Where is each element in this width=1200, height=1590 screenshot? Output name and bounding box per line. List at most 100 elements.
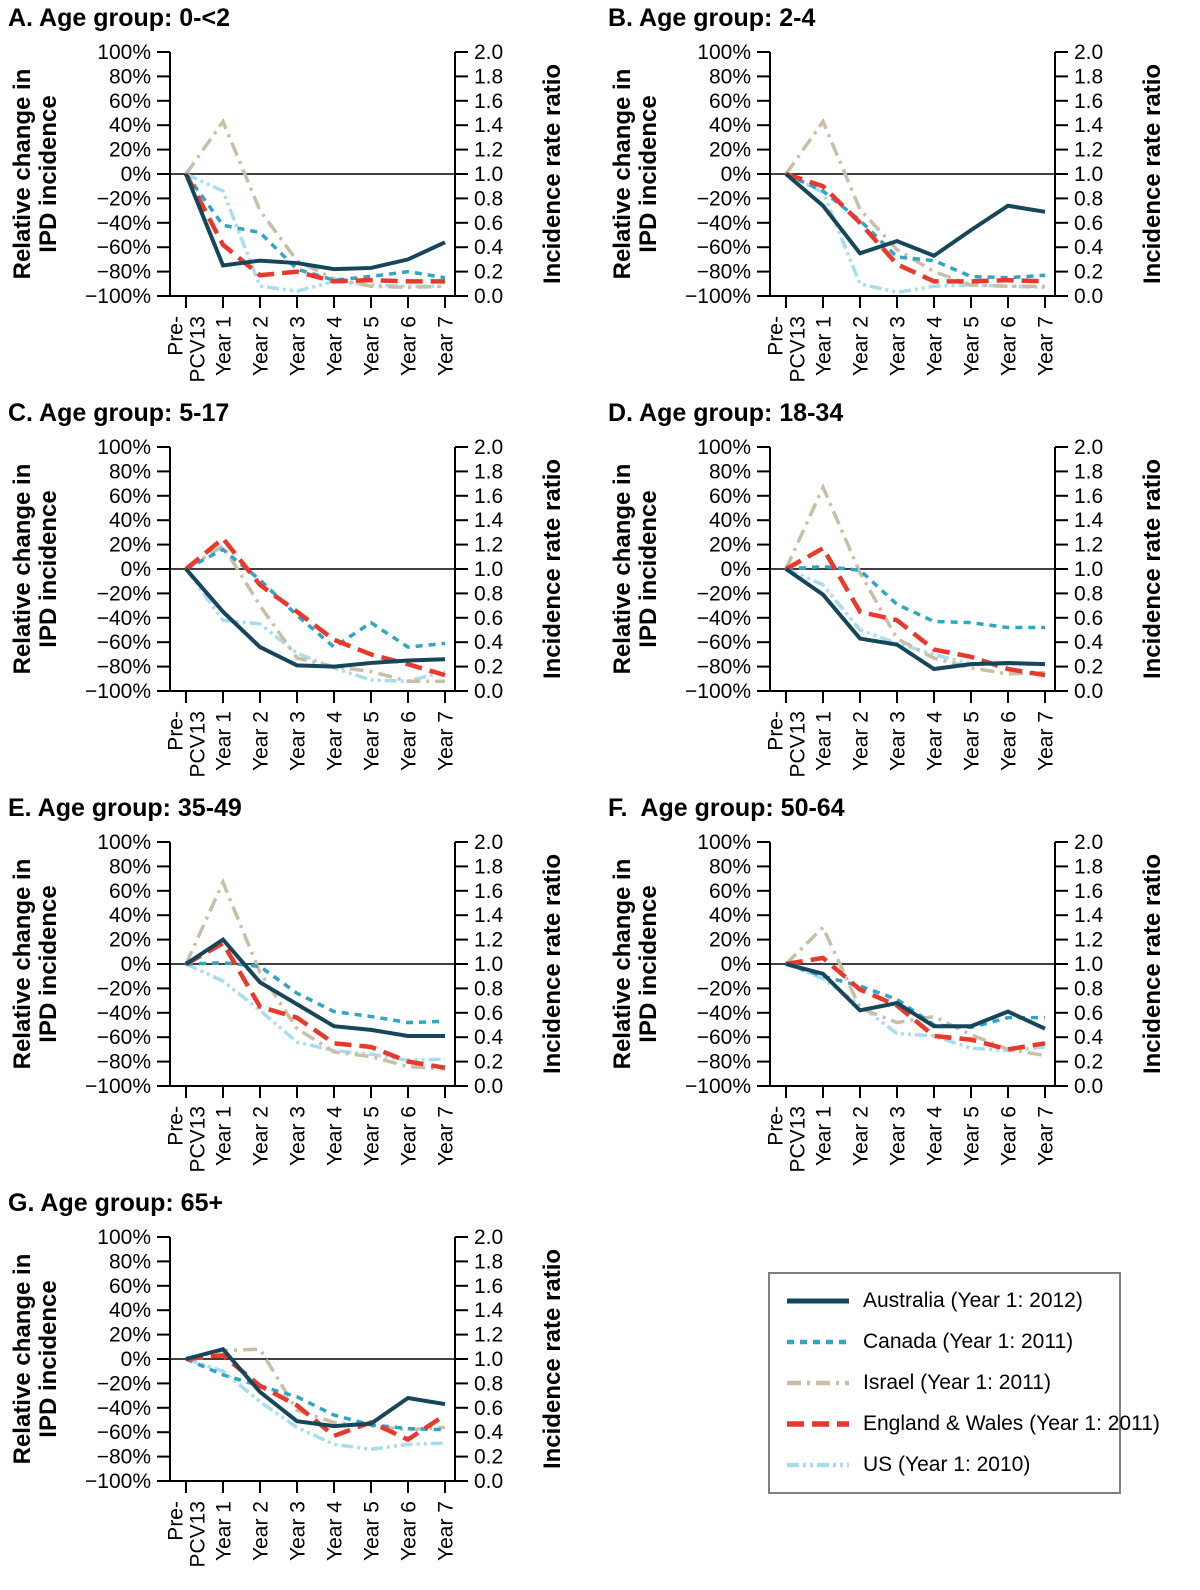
series-line-australia [184,567,446,669]
left-tick-label: −20% [697,187,751,210]
right-tick-label: 1.4 [1074,904,1104,927]
series-line-canada [785,564,1045,630]
x-category-label: PCV13 [186,711,209,778]
israel-line-sample-icon [787,1380,849,1386]
x-category-label: Year 3 [286,1106,309,1166]
left-tick-label: 20% [109,139,151,162]
right-tick-label: 1.8 [474,1250,503,1273]
right-tick-label: 1.8 [474,65,503,88]
x-category-label: Year 3 [286,711,309,771]
legend-label: US (Year 1: 2010) [863,1453,1031,1477]
panel-c: C. Age group: 5-17 100% 80% 60% 40% 20% 0% −20… [0,395,600,790]
right-tick-label: 1.4 [1074,114,1104,137]
right-tick-label: 2.0 [474,1226,503,1249]
left-axis-title-line1: Relative change in [609,464,636,675]
left-tick-label: 40% [709,114,751,137]
chart-svg: 100%80%60%40%20%0%−20%−40%−60%−80%−100%2… [609,831,1166,1173]
right-tick-label: 1.0 [1074,953,1103,976]
legend-label: England & Wales (Year 1: 2011) [863,1412,1160,1436]
x-category-label: Year 3 [886,711,909,771]
right-tick-label: 0.0 [474,1470,503,1493]
right-tick-label: 1.6 [474,1275,503,1298]
right-tick-label: 0.4 [474,1026,504,1049]
left-axis-title-line2: IPD incidence [635,95,662,252]
x-category-label: Year 7 [434,1501,457,1561]
right-tick-label: 1.4 [474,1299,504,1322]
series-line-canada [185,547,446,650]
series-line-england-wales [785,955,1046,1052]
right-tick-label: 1.0 [474,953,503,976]
panel-d-title: D. Age group: 18-34 [608,399,844,427]
panel-b-title: B. Age group: 2-4 [608,4,816,32]
left-tick-label: −60% [97,631,151,654]
right-tick-label: 1.2 [1074,139,1103,162]
left-tick-label: 20% [109,1324,151,1347]
series-line-england-wales [184,535,446,678]
right-tick-label: 0.4 [1074,1026,1104,1049]
right-tick-label: 2.0 [1074,831,1103,854]
right-axis-title: Incidence rate ratio [1139,459,1166,679]
right-tick-label: 0.2 [1074,656,1103,679]
x-category-label: Year 6 [397,1501,420,1561]
left-tick-label: 100% [97,436,151,459]
x-category-label: PCV13 [186,1106,209,1173]
right-tick-label: 1.0 [1074,558,1103,581]
right-tick-label: 0.4 [1074,236,1104,259]
x-category-label: Pre- [764,316,787,356]
series-line-canada [185,1357,446,1432]
left-tick-label: −80% [97,1051,151,1074]
x-category-label: Pre- [164,1106,187,1146]
chart-svg: 100%80%60%40%20%0%−20%−40%−60%−80%−100%2… [9,41,566,383]
left-axis-title-line1: Relative change in [609,859,636,1070]
australia-line-sample-icon [787,1298,849,1304]
x-category-label: Year 4 [923,711,946,771]
x-category-label: Year 7 [434,711,457,771]
right-tick-label: 0.8 [474,977,503,1000]
left-tick-label: 0% [721,558,751,581]
right-tick-label: 0.4 [1074,631,1104,654]
left-tick-label: 100% [697,41,751,64]
right-axis-title: Incidence rate ratio [539,459,566,679]
x-category-label: PCV13 [786,711,809,778]
right-tick-label: 1.2 [474,534,503,557]
left-tick-label: 80% [109,460,151,483]
right-tick-label: 0.6 [474,607,503,630]
right-tick-label: 0.8 [474,187,503,210]
chart-svg: 100%80%60%40%20%0%−20%−40%−60%−80%−100%2… [609,41,1166,383]
left-tick-label: −100% [85,1470,151,1493]
x-category-label: Year 5 [360,316,383,376]
panel-g: G. Age group: 65+ 100% 80% 60% 40% 20% 0% −20%… [0,1185,600,1590]
series-line-england-wales [784,545,1046,678]
x-axis: Pre- PCV13 Year 1 Year 2 Year 3 Year 4 Year 5 Y… [764,1085,1057,1173]
panel-e: E. Age group: 35-49 100% 80% 60% 40% 20% 0% −2… [0,790,600,1185]
left-tick-label: −60% [697,1026,751,1049]
right-tick-label: 0.4 [474,1421,504,1444]
x-category-label: Year 5 [960,1106,983,1166]
x-category-label: Year 4 [323,711,346,771]
x-category-label: Year 1 [212,316,235,376]
series-line-canada [785,172,1046,280]
x-category-label: Year 6 [397,1106,420,1166]
left-axis: 100%80%60%40%20%0%−20%−40%−60%−80%−100% [685,436,771,703]
left-tick-label: 40% [109,904,151,927]
left-tick-label: 60% [109,90,151,113]
x-category-label: Year 7 [1034,1106,1057,1166]
legend-item-israel: Israel (Year 1: 2011) [786,1363,1119,1403]
right-tick-label: 1.8 [474,460,503,483]
right-axis: 2.01.81.61.41.21.00.80.60.40.20.0 [454,436,504,703]
left-tick-label: −20% [97,1372,151,1395]
x-category-label: Year 7 [434,1106,457,1166]
x-category-label: Pre- [164,316,187,356]
panel-g-title: G. Age group: 65+ [8,1189,224,1217]
left-tick-label: −100% [85,285,151,308]
x-axis: Pre- PCV13 Year 1 Year 2 Year 3 Year 4 Year 5 Y… [164,295,457,383]
x-category-label: PCV13 [186,316,209,383]
left-axis-title-line1: Relative change in [9,859,36,1070]
left-axis-title-line2: IPD incidence [635,885,662,1042]
x-category-label: Year 3 [286,316,309,376]
left-tick-label: −20% [97,977,151,1000]
chart-svg: 100%80%60%40%20%0%−20%−40%−60%−80%−100%2… [9,1226,566,1568]
series-line-us [785,567,1045,666]
x-category-label: Year 2 [249,711,272,771]
right-axis: 2.01.81.61.41.21.00.80.60.40.20.0 [1054,436,1104,703]
